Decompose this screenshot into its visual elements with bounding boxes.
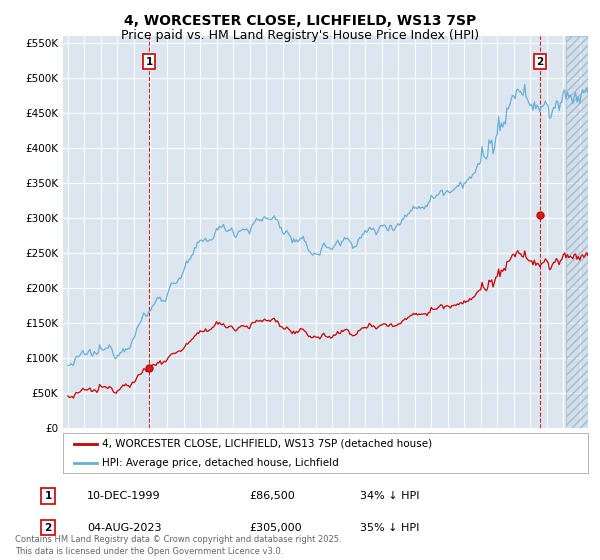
Text: HPI: Average price, detached house, Lichfield: HPI: Average price, detached house, Lich… xyxy=(103,458,339,468)
Text: 1: 1 xyxy=(44,491,52,501)
Text: 2: 2 xyxy=(536,57,544,67)
Text: £305,000: £305,000 xyxy=(249,522,302,533)
Text: Contains HM Land Registry data © Crown copyright and database right 2025.
This d: Contains HM Land Registry data © Crown c… xyxy=(15,535,341,556)
Bar xyxy=(566,36,588,428)
Text: 34% ↓ HPI: 34% ↓ HPI xyxy=(360,491,419,501)
Text: 35% ↓ HPI: 35% ↓ HPI xyxy=(360,522,419,533)
Text: 1: 1 xyxy=(146,57,153,67)
Bar xyxy=(566,36,588,428)
Text: 10-DEC-1999: 10-DEC-1999 xyxy=(87,491,161,501)
Text: 4, WORCESTER CLOSE, LICHFIELD, WS13 7SP (detached house): 4, WORCESTER CLOSE, LICHFIELD, WS13 7SP … xyxy=(103,439,433,449)
Text: £86,500: £86,500 xyxy=(249,491,295,501)
Text: 04-AUG-2023: 04-AUG-2023 xyxy=(87,522,161,533)
Text: Price paid vs. HM Land Registry's House Price Index (HPI): Price paid vs. HM Land Registry's House … xyxy=(121,29,479,42)
Text: 2: 2 xyxy=(44,522,52,533)
Text: 4, WORCESTER CLOSE, LICHFIELD, WS13 7SP: 4, WORCESTER CLOSE, LICHFIELD, WS13 7SP xyxy=(124,14,476,28)
